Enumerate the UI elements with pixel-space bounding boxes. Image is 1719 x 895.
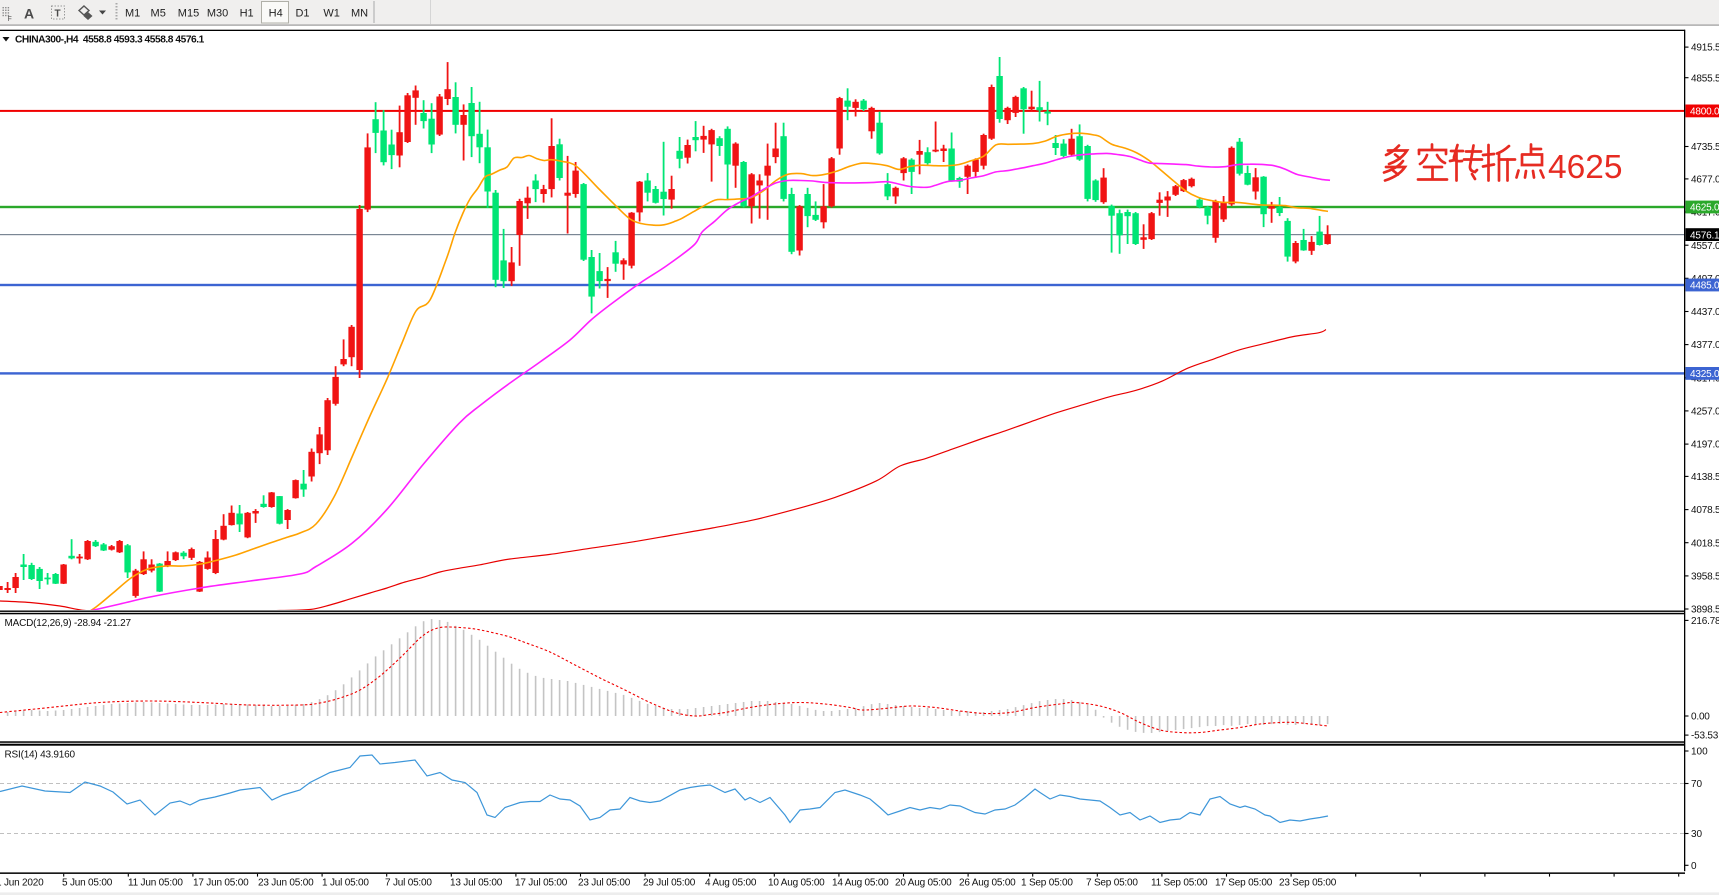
svg-text:H1: H1 [240, 8, 254, 20]
svg-text:4138.5: 4138.5 [1691, 472, 1719, 483]
svg-text:4800.0: 4800.0 [1690, 107, 1719, 118]
svg-text:4 Aug 05:00: 4 Aug 05:00 [705, 878, 757, 889]
svg-text:1 Jun 2020: 1 Jun 2020 [0, 878, 44, 889]
svg-text:4325.0: 4325.0 [1690, 369, 1719, 380]
svg-text:23 Sep 05:00: 23 Sep 05:00 [1279, 878, 1337, 889]
svg-text:30: 30 [1691, 829, 1703, 840]
svg-text:4377.0: 4377.0 [1691, 340, 1719, 351]
svg-text:4485.0: 4485.0 [1690, 281, 1719, 292]
svg-text:MN: MN [351, 8, 368, 20]
svg-text:1 Sep 05:00: 1 Sep 05:00 [1021, 878, 1073, 889]
svg-text:4625: 4625 [1548, 149, 1623, 186]
svg-text:4557.0: 4557.0 [1691, 241, 1719, 252]
svg-text:11 Sep 05:00: 11 Sep 05:00 [1151, 878, 1208, 889]
svg-text:29 Jul 05:00: 29 Jul 05:00 [643, 878, 696, 889]
svg-text:M15: M15 [178, 8, 199, 20]
svg-text:3958.5: 3958.5 [1691, 572, 1719, 583]
svg-text:17 Jul 05:00: 17 Jul 05:00 [515, 878, 568, 889]
svg-text:7 Sep 05:00: 7 Sep 05:00 [1086, 878, 1138, 889]
svg-text:23 Jun 05:00: 23 Jun 05:00 [258, 878, 314, 889]
svg-text:4855.5: 4855.5 [1691, 73, 1719, 84]
svg-text:0.00: 0.00 [1691, 712, 1710, 723]
svg-text:11 Jun 05:00: 11 Jun 05:00 [128, 878, 183, 889]
svg-text:M1: M1 [125, 8, 140, 20]
svg-text:100: 100 [1691, 747, 1708, 758]
svg-text:70: 70 [1691, 779, 1703, 790]
svg-text:4197.0: 4197.0 [1691, 440, 1719, 451]
svg-text:10 Aug 05:00: 10 Aug 05:00 [768, 878, 825, 889]
svg-text:0: 0 [1691, 861, 1697, 872]
svg-text:CHINA300-,H4 4558.8 4593.3 45: CHINA300-,H4 4558.8 4593.3 4558.8 4576.1 [15, 35, 205, 46]
svg-text:RSI(14) 43.9160: RSI(14) 43.9160 [5, 750, 76, 761]
svg-text:4018.5: 4018.5 [1691, 538, 1719, 549]
svg-text:17 Jun 05:00: 17 Jun 05:00 [193, 878, 249, 889]
svg-text:MACD(12,26,9) -28.94 -21.27: MACD(12,26,9) -28.94 -21.27 [5, 618, 132, 629]
svg-text:4257.0: 4257.0 [1691, 407, 1719, 418]
svg-text:5 Jun 05:00: 5 Jun 05:00 [62, 878, 113, 889]
svg-text:W1: W1 [323, 8, 340, 20]
svg-text:4915.5: 4915.5 [1691, 43, 1719, 54]
svg-text:-53.53: -53.53 [1691, 731, 1719, 742]
svg-text:4625.0: 4625.0 [1690, 203, 1719, 214]
svg-text:4735.5: 4735.5 [1691, 142, 1719, 153]
svg-text:T: T [55, 9, 61, 20]
svg-text:216.78: 216.78 [1691, 616, 1719, 627]
svg-text:7 Jul 05:00: 7 Jul 05:00 [385, 878, 432, 889]
svg-text:23 Jul 05:00: 23 Jul 05:00 [578, 878, 631, 889]
svg-text:20 Aug 05:00: 20 Aug 05:00 [895, 878, 952, 889]
svg-text:13 Jul 05:00: 13 Jul 05:00 [450, 878, 503, 889]
svg-text:F: F [8, 16, 12, 23]
svg-text:A: A [24, 6, 34, 22]
svg-text:M5: M5 [151, 8, 166, 20]
svg-text:26 Aug 05:00: 26 Aug 05:00 [959, 878, 1016, 889]
svg-text:D1: D1 [295, 8, 309, 20]
svg-text:M30: M30 [207, 8, 228, 20]
svg-text:H4: H4 [269, 8, 283, 20]
svg-text:17 Sep 05:00: 17 Sep 05:00 [1215, 878, 1273, 889]
svg-text:4677.0: 4677.0 [1691, 175, 1719, 186]
svg-text:1 Jul 05:00: 1 Jul 05:00 [322, 878, 369, 889]
svg-text:14 Aug 05:00: 14 Aug 05:00 [832, 878, 889, 889]
svg-text:3898.5: 3898.5 [1691, 605, 1719, 616]
svg-text:4437.0: 4437.0 [1691, 307, 1719, 318]
svg-text:4576.1: 4576.1 [1690, 230, 1719, 241]
svg-text:4078.5: 4078.5 [1691, 505, 1719, 516]
